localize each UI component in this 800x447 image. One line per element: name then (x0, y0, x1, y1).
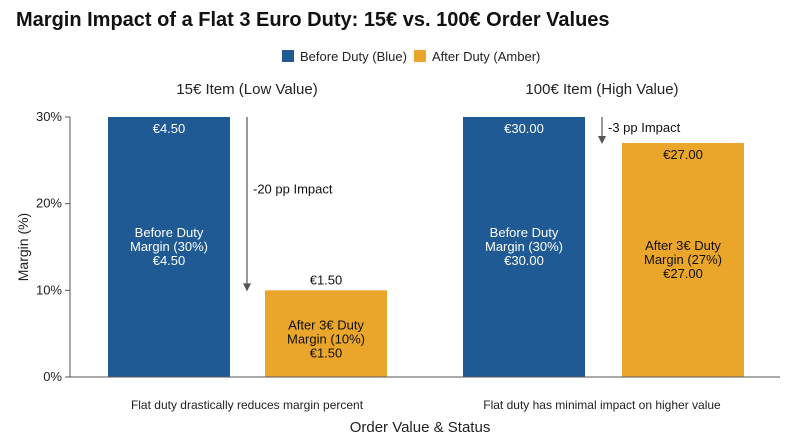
impact-arrow-head-1 (598, 136, 606, 144)
bar-inner-label-0-0-0: Before Duty (135, 225, 204, 240)
y-tick-label-2: 20% (36, 196, 62, 211)
impact-label-0: -20 pp Impact (253, 182, 333, 197)
bar-top-label-0-1: €1.50 (310, 272, 343, 287)
legend-label-after: After Duty (Amber) (432, 49, 540, 64)
bar-1-0 (463, 117, 585, 377)
impact-label-1: -3 pp Impact (608, 120, 681, 135)
chart-title: Margin Impact of a Flat 3 Euro Duty: 15€… (16, 9, 610, 31)
x-axis-title: Order Value & Status (350, 419, 491, 436)
bar-top-label-1-0: €30.00 (504, 121, 544, 136)
bar-top-label-1-1: €27.00 (663, 147, 703, 162)
panel-title-low: 15€ Item (Low Value) (176, 81, 317, 98)
bar-inner-label-0-0-2: €4.50 (153, 253, 186, 268)
bar-inner-label-0-0-1: Margin (30%) (130, 239, 208, 254)
bar-0-0 (108, 117, 230, 377)
impact-arrow-head-0 (243, 283, 251, 292)
caption-high: Flat duty has minimal impact on higher v… (483, 398, 721, 412)
bar-1-1 (622, 143, 744, 377)
legend-label-before: Before Duty (Blue) (300, 49, 407, 64)
bar-inner-label-1-0-0: Before Duty (490, 225, 559, 240)
bar-inner-label-0-1-1: Margin (10%) (287, 332, 365, 347)
bar-inner-label-1-1-0: After 3€ Duty (645, 238, 721, 253)
y-axis: 0% 10% 20% 30% (36, 109, 71, 384)
legend-swatch-after (414, 50, 426, 62)
bar-inner-label-0-1-0: After 3€ Duty (288, 318, 364, 333)
y-tick-label-3: 30% (36, 109, 62, 124)
panel-title-high: 100€ Item (High Value) (525, 81, 678, 98)
y-tick-label-0: 0% (43, 369, 62, 384)
legend-swatch-before (282, 50, 294, 62)
bar-inner-label-1-0-1: Margin (30%) (485, 239, 563, 254)
bar-top-label-0-0: €4.50 (153, 121, 186, 136)
legend: Before Duty (Blue) After Duty (Amber) (282, 49, 540, 64)
y-axis-title: Margin (%) (15, 213, 31, 281)
bar-inner-label-0-1-2: €1.50 (310, 346, 343, 361)
bar-inner-label-1-1-1: Margin (27%) (644, 252, 722, 267)
bar-inner-label-1-0-2: €30.00 (504, 253, 544, 268)
bar-inner-label-1-1-2: €27.00 (663, 266, 703, 281)
y-tick-label-1: 10% (36, 282, 62, 297)
caption-low: Flat duty drastically reduces margin per… (131, 398, 364, 412)
bar-0-1 (265, 290, 387, 377)
